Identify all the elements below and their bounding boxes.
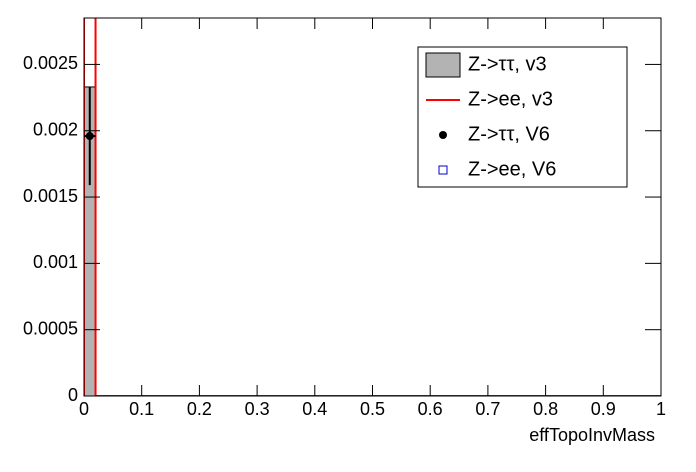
- legend-label: Z->ττ, v3: [468, 53, 547, 75]
- y-tick-label: 0.0025: [23, 53, 78, 73]
- y-tick-label: 0: [68, 385, 78, 405]
- legend-swatch: [438, 165, 448, 175]
- x-tick-label: 0.9: [591, 399, 616, 419]
- y-tick-label: 0.0015: [23, 186, 78, 206]
- y-tick-label: 0.002: [33, 119, 78, 139]
- x-tick-label: 0.5: [360, 399, 385, 419]
- x-tick-label: 0.6: [418, 399, 443, 419]
- y-tick-label: 0.001: [33, 252, 78, 272]
- x-tick-label: 0.4: [302, 399, 327, 419]
- x-tick-label: 1: [656, 399, 666, 419]
- y-tick-label: 0.0005: [23, 318, 78, 338]
- x-tick-label: 0.1: [129, 399, 154, 419]
- point: [85, 132, 94, 141]
- x-tick-label: 0.8: [533, 399, 558, 419]
- legend-label: Z->ττ, V6: [468, 123, 550, 145]
- x-axis-label: effTopoInvMass: [529, 425, 655, 445]
- legend-label: Z->ee, v3: [468, 88, 553, 110]
- hist-step: [84, 18, 97, 396]
- x-tick-label: 0.2: [187, 399, 212, 419]
- x-tick-label: 0: [79, 399, 89, 419]
- legend-swatch: [425, 52, 461, 78]
- legend-swatch: [439, 131, 447, 139]
- x-tick-label: 0.3: [245, 399, 270, 419]
- plot-area: [84, 18, 661, 396]
- legend-label: Z->ee, V6: [468, 158, 556, 180]
- x-tick-label: 0.7: [475, 399, 500, 419]
